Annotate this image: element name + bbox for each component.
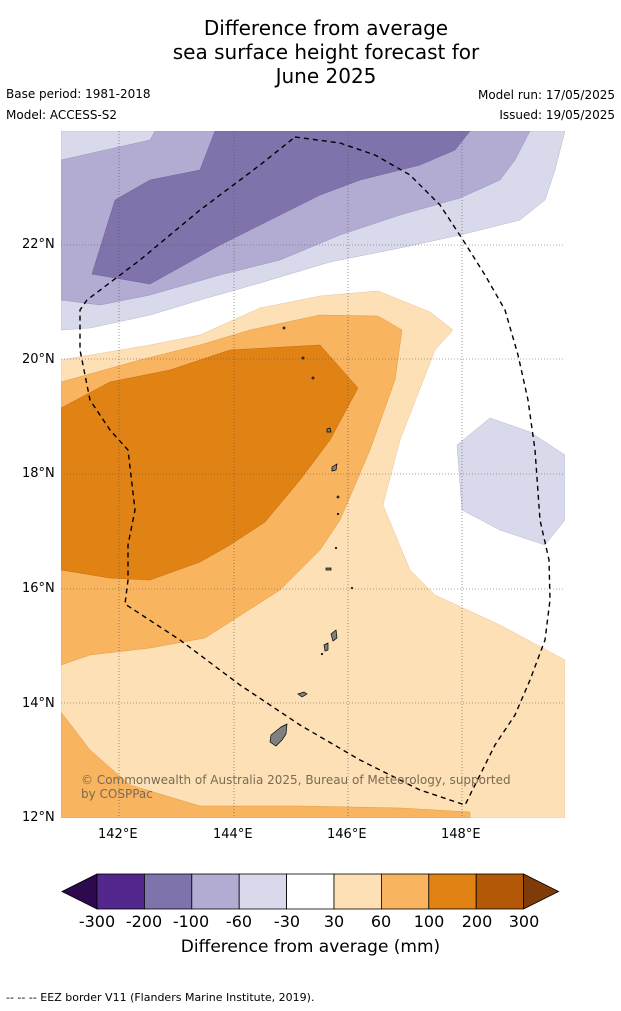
lat-tick-20n: 20°N (22, 352, 55, 367)
lon-tick-144e: 144°E (213, 827, 253, 842)
colorbar-segment (333, 873, 382, 910)
model-text: Model: ACCESS-S2 (6, 108, 118, 122)
contour-minus-100 (91, 131, 471, 285)
eez-border (79, 136, 551, 806)
copyright-notice: © Commonwealth of Australia 2025, Bureau… (81, 773, 511, 801)
gridlines (61, 131, 565, 818)
eez-footer-note: -- -- -- EEZ border V11 (Flanders Marine… (6, 991, 315, 1004)
colorbar-segment (96, 873, 145, 910)
island-rota (297, 691, 308, 698)
model-run-text: Model run: 17/05/2025 (477, 88, 615, 102)
lon-tick-148e: 148°E (441, 827, 481, 842)
island-pagan (326, 427, 332, 433)
island-sarigan (334, 546, 338, 550)
colorbar-title: Difference from average (mm) (180, 937, 441, 957)
lat-tick-22n: 22°N (22, 237, 55, 252)
lat-tick-18n: 18°N (22, 466, 55, 481)
cb-label-minus-200: -200 (125, 912, 163, 931)
island-farallon (282, 326, 286, 330)
title-line-3: June 2025 (275, 64, 377, 88)
colorbar-segment (286, 873, 335, 910)
cb-label-plus-200: 200 (461, 912, 493, 931)
lon-tick-146e: 146°E (327, 827, 367, 842)
island-anatahan (325, 567, 332, 571)
title-line-2: sea surface height forecast for (172, 40, 480, 64)
lat-tick-16n: 16°N (22, 581, 55, 596)
cb-label-plus-60: 60 (370, 912, 392, 931)
island-asuncion (311, 376, 315, 380)
lon-tick-142e: 142°E (98, 827, 138, 842)
issued-text: Issued: 19/05/2025 (499, 108, 615, 122)
lat-tick-12n: 12°N (22, 810, 55, 825)
island-tinian (323, 642, 329, 652)
colorbar-segment (191, 873, 240, 910)
colorbar-segment (428, 873, 477, 910)
island-agrihan (336, 495, 340, 499)
island-guguan (336, 512, 340, 516)
cb-label-plus-300: 300 (508, 912, 540, 931)
cb-label-plus-30: 30 (323, 912, 345, 931)
contour-plus-100 (61, 344, 359, 581)
cb-label-minus-100: -100 (172, 912, 210, 931)
chart-title: Difference from average sea surface heig… (0, 16, 621, 88)
colorbar-arrow-low (61, 873, 98, 910)
island-guam (269, 723, 288, 747)
colorbar-segment (238, 873, 287, 910)
map-contours (61, 131, 565, 818)
island-maug (301, 356, 305, 360)
lat-tick-14n: 14°N (22, 696, 55, 711)
contour-minus-30-east (456, 417, 565, 546)
contour-plus-60-south (61, 711, 471, 818)
cb-label-minus-30: -30 (273, 912, 301, 931)
islands (269, 326, 354, 747)
colorbar-segment (475, 873, 525, 910)
island-alamagan (331, 463, 338, 472)
cb-label-plus-100: 100 (413, 912, 445, 931)
title-line-1: Difference from average (203, 16, 449, 40)
colorbar-segment (380, 873, 430, 910)
cb-label-minus-300: -300 (78, 912, 116, 931)
cb-label-minus-60: -60 (225, 912, 253, 931)
island-aguijan (320, 652, 324, 656)
colorbar-arrow-high (523, 873, 560, 910)
base-period-text: Base period: 1981-2018 (6, 87, 151, 101)
island-saipan (330, 629, 338, 642)
colorbar-segment (143, 873, 193, 910)
